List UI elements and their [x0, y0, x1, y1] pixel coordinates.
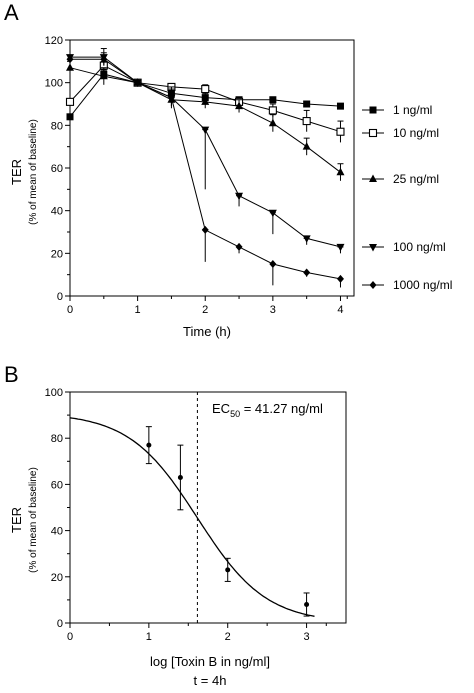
panel-b-x-tick-label: 3 — [304, 631, 310, 643]
panel-b-xlabel-sub: t = 4h — [194, 673, 227, 688]
series-1-ng-ml-point — [303, 100, 311, 108]
data-point — [177, 474, 183, 480]
data-point — [304, 602, 310, 608]
panel-a-x-tick-label: 2 — [202, 304, 208, 316]
series-25-ng-ml-point — [66, 63, 74, 71]
panel-a-y-tick-label: 40 — [51, 206, 63, 218]
panel-b-x-tick-label: 2 — [225, 631, 231, 643]
series-10-ng-ml-point — [65, 97, 75, 106]
panel-b-x-tick-label: 0 — [67, 631, 73, 643]
panel-a-y-tick-label: 20 — [51, 248, 63, 260]
series-1000-ng-ml-point — [66, 55, 74, 64]
panel-b-x-tick-label: 1 — [146, 631, 152, 643]
series-1-ng-ml-point — [269, 96, 277, 104]
series-1000-ng-ml-point — [269, 260, 277, 268]
legend-1-ng-ml-marker — [369, 106, 377, 114]
series-1000-ng-ml-point — [336, 274, 344, 283]
panel-b-y-tick-label: 20 — [51, 572, 63, 584]
series-1-ng-ml-point — [336, 102, 344, 110]
panel-a-x-tick-label: 0 — [67, 304, 73, 316]
legend-25-ng-ml-label: 25 ng/ml — [393, 172, 439, 186]
legend-25-ng-ml-marker — [369, 174, 377, 182]
legend-10-ng-ml-marker — [368, 128, 378, 138]
panel-a-ylabel: TER — [9, 159, 24, 185]
panel-b-y-tick-label: 60 — [51, 479, 63, 491]
series-1-ng-ml-point — [66, 113, 74, 121]
series-100-ng-ml-point — [235, 192, 244, 201]
series-1000-ng-ml-point — [303, 268, 311, 277]
series-25-ng-ml-point — [99, 71, 108, 80]
series-25-ng-ml-point — [336, 167, 345, 176]
series-1000-ng-ml-point — [235, 242, 243, 251]
series-100-ng-ml-point — [302, 235, 311, 243]
series-10-ng-ml-point — [268, 106, 277, 115]
legend-1-ng-ml-label: 1 ng/ml — [393, 103, 432, 117]
ec50-annotation: EC50 = 41.27 ng/ml — [212, 401, 323, 419]
panel-b-xlabel: log [Toxin B in ng/ml] — [150, 654, 270, 669]
panel-b-frame — [69, 391, 347, 624]
legend-100-ng-ml-label: 100 ng/ml — [393, 240, 446, 254]
panel-b-ylabel-sub: (% of mean of baseline) — [28, 467, 39, 573]
series-25-ng-ml-point — [201, 97, 210, 105]
series-25-ng-ml-point — [235, 101, 244, 110]
legend-10-ng-ml-label: 10 ng/ml — [393, 126, 439, 140]
panel-a-x-tick-label: 3 — [270, 304, 276, 316]
legend-1000-ng-ml-marker — [369, 281, 377, 289]
series-10-ng-ml-point — [302, 117, 311, 126]
series-25-ng-ml-point — [268, 118, 277, 127]
panel-a-y-tick-label: 0 — [57, 291, 63, 303]
panel-b-y-tick-label: 80 — [51, 433, 63, 445]
series-1000-ng-ml-point — [201, 225, 209, 234]
panel-b-ylabel: TER — [9, 507, 24, 533]
legend-100-ng-ml-marker — [369, 244, 377, 252]
series-1000-ng-ml-point — [100, 55, 108, 64]
series-25-ng-ml-point — [302, 142, 311, 150]
panel-a-ylabel-sub: (% of mean of baseline) — [28, 119, 39, 225]
series-1000-ng-ml-point — [167, 93, 175, 102]
series-100-ng-ml-point — [201, 126, 210, 135]
data-point — [225, 567, 231, 573]
panel-a-letter: A — [4, 0, 19, 25]
panel-a-x-tick-label: 1 — [135, 304, 141, 316]
panel-b-y-tick-label: 0 — [57, 618, 63, 630]
panel-b-y-tick-label: 100 — [45, 387, 63, 399]
panel-a-x-tick-label: 4 — [337, 304, 343, 316]
panel-a-y-tick-label: 80 — [51, 120, 63, 132]
panel-a-legend: 1 ng/ml 10 ng/ml 25 ng/ml 100 ng/ml 1000 ng/… — [362, 103, 452, 292]
panel-a-y-tick-label: 120 — [45, 35, 63, 47]
series-1000-ng-ml-point — [134, 78, 142, 87]
series-10-ng-ml-point — [336, 127, 345, 136]
panel-b-plot: 0 1 2 3 0 20 40 60 80 100 — [45, 387, 347, 643]
panel-a-xlabel: Time (h) — [183, 324, 231, 339]
series-10-ng-ml-point — [201, 85, 210, 94]
series-100-ng-ml-point — [268, 209, 277, 218]
panel-b-y-tick-label: 40 — [51, 526, 63, 538]
panel-a-y-tick-label: 60 — [51, 163, 63, 175]
series-100-ng-ml-point — [336, 243, 345, 252]
panel-b-letter: B — [4, 362, 19, 387]
legend-1000-ng-ml-label: 1000 ng/ml — [393, 278, 452, 292]
fit-curve — [69, 417, 315, 617]
panel-a-y-tick-label: 100 — [45, 78, 63, 90]
data-point — [146, 442, 152, 448]
